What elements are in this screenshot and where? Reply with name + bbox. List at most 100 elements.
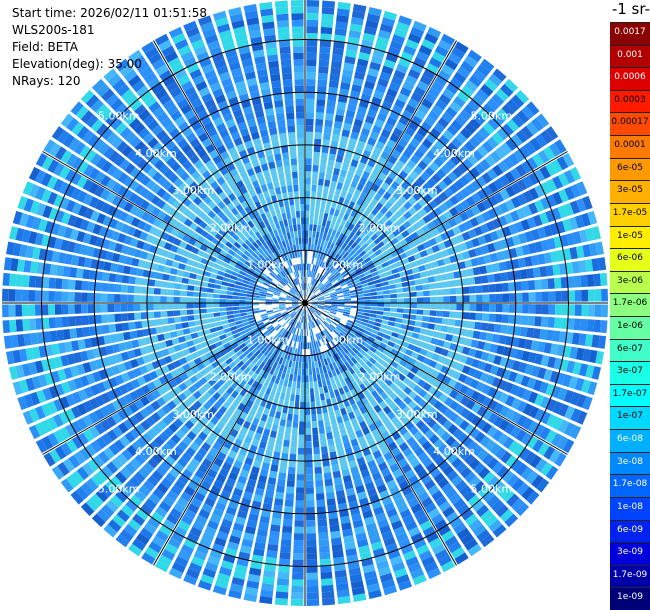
ppi-gate [49, 330, 58, 342]
ppi-gate [205, 436, 215, 447]
ppi-gate [346, 426, 354, 435]
ppi-gate [265, 301, 273, 303]
ppi-gate [432, 411, 443, 422]
ppi-gate [279, 293, 287, 297]
ppi-gate [487, 323, 495, 332]
ppi-gate [481, 313, 490, 322]
ppi-gate [296, 314, 300, 322]
ppi-gate [166, 362, 176, 372]
ppi-gate [278, 297, 286, 300]
ppi-gate [199, 308, 207, 314]
ppi-gate [355, 429, 364, 439]
ppi-gate [307, 315, 310, 323]
ppi-gate [375, 512, 387, 522]
ppi-gate [281, 385, 287, 394]
ppi-gate [406, 371, 416, 380]
ppi-gate [352, 593, 367, 603]
ppi-gate [274, 498, 284, 506]
ppi-gate [291, 585, 304, 593]
ppi-gate [475, 312, 483, 321]
ppi-gate [347, 383, 354, 391]
ppi-gate [363, 330, 372, 336]
ppi-gate [308, 322, 311, 330]
ppi-gate [320, 20, 334, 28]
ppi-gate [366, 349, 375, 357]
ppi-gate [319, 165, 326, 173]
ppi-gate [530, 365, 541, 378]
ppi-gate [64, 408, 76, 422]
ppi-gate [364, 516, 376, 526]
ppi-gate [302, 250, 305, 257]
ppi-gate [200, 313, 208, 319]
ppi-gate [368, 408, 377, 417]
ppi-gate [312, 427, 319, 435]
ppi-gate [382, 361, 390, 369]
ppi-gate [320, 565, 332, 573]
ppi-gate [418, 388, 428, 398]
ppi-gate [330, 322, 337, 328]
ppi-gate [322, 321, 329, 328]
ppi-gate [473, 369, 483, 380]
ppi-gate [267, 335, 274, 342]
ppi-gate [311, 305, 318, 309]
ppi-gate [432, 331, 441, 339]
ppi-gate [273, 311, 281, 315]
ppi-gate [226, 310, 234, 315]
ppi-gate [380, 415, 390, 425]
ppi-gate [502, 436, 515, 450]
ppi-gate [337, 596, 351, 605]
ppi-gate [317, 185, 323, 193]
ppi-gate [493, 389, 504, 401]
ppi-gate [580, 318, 588, 332]
ppi-gate [58, 411, 70, 425]
ppi-gate [285, 426, 292, 434]
ppi-gate [302, 349, 305, 356]
ppi-gate [415, 315, 423, 321]
ppi-gate [306, 263, 309, 271]
ppi-gate [69, 228, 80, 241]
ppi-gate [163, 266, 172, 274]
ppi-gate [464, 471, 477, 484]
ppi-gate [307, 309, 310, 316]
ppi-gate [8, 226, 19, 240]
ppi-gate [381, 530, 394, 541]
ppi-gate [483, 342, 492, 352]
ppi-gate [323, 472, 332, 480]
ppi-gate [23, 260, 32, 273]
ppi-gate [455, 344, 464, 354]
ppi-gate [232, 487, 243, 497]
ppi-gate [226, 286, 235, 292]
ppi-gate [500, 324, 508, 334]
ppi-gate [331, 424, 339, 432]
ppi-gate [106, 461, 119, 474]
ppi-gate [515, 304, 523, 314]
ppi-gate [531, 474, 544, 489]
ppi-gate [309, 315, 313, 322]
ppi-gate [468, 458, 481, 470]
ppi-gate [242, 336, 250, 343]
ppi-gate [240, 286, 248, 291]
ppi-gate [121, 322, 130, 331]
ppi-gate [353, 478, 364, 488]
ppi-gate [305, 125, 314, 132]
ppi-gate [105, 480, 118, 493]
ppi-gate [232, 292, 240, 296]
ppi-gate [160, 310, 168, 318]
ppi-gate [274, 0, 288, 9]
ppi-gate [177, 336, 186, 344]
ppi-gate [326, 317, 333, 323]
ppi-gate [318, 304, 325, 306]
ppi-gate [306, 19, 319, 27]
ppi-gate [317, 307, 324, 311]
ppi-gate [292, 305, 300, 309]
ppi-gate [443, 408, 454, 419]
ppi-gate [305, 111, 314, 119]
ppi-gate [281, 212, 287, 221]
ppi-gate [236, 339, 245, 346]
ppi-gate [287, 125, 296, 133]
ppi-gate [124, 462, 137, 475]
ppi-gate [96, 509, 110, 523]
ppi-gate [311, 303, 319, 305]
ppi-gate [192, 520, 205, 532]
ppi-gate [313, 320, 317, 328]
